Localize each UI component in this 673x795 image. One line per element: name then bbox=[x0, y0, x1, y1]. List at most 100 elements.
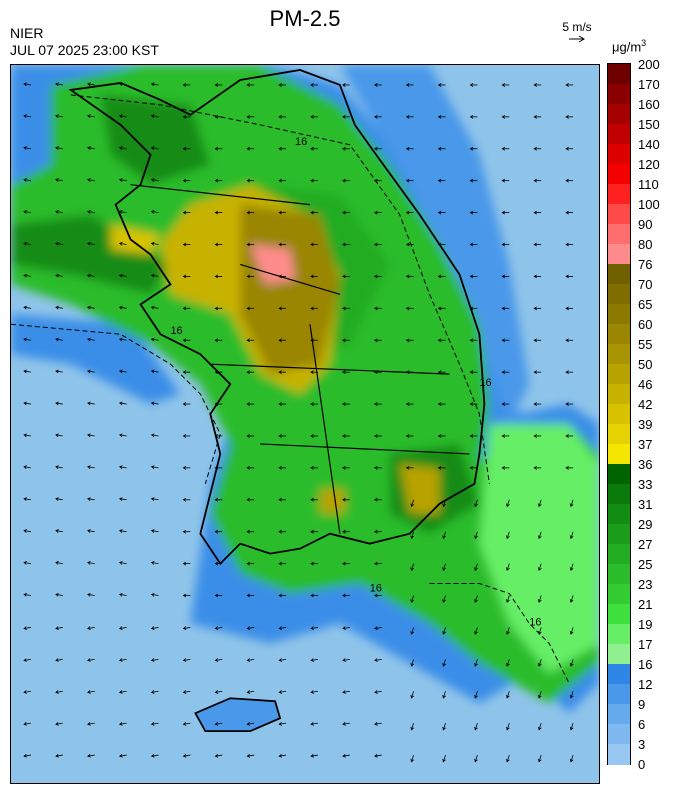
wind-arrow-icon bbox=[183, 722, 191, 725]
wind-arrow-head bbox=[246, 402, 250, 406]
colorbar-tick-label: 76 bbox=[638, 257, 653, 272]
wind-arrow-head bbox=[410, 726, 414, 731]
colorbar-tick-label: 90 bbox=[638, 217, 653, 232]
wind-arrow-head bbox=[405, 465, 410, 470]
wind-arrow-icon bbox=[538, 659, 542, 667]
wind-arrow-icon bbox=[151, 594, 159, 596]
wind-arrow-icon bbox=[506, 499, 510, 507]
wind-arrow-head bbox=[246, 753, 251, 758]
wind-arrow-head bbox=[469, 465, 474, 470]
wind-arrow-icon bbox=[442, 563, 446, 571]
wind-arrow-head bbox=[405, 114, 410, 119]
wind-arrow-head bbox=[310, 626, 314, 631]
wind-arrow-head bbox=[342, 370, 346, 375]
wind-arrow-head bbox=[537, 567, 542, 571]
wind-arrow-head bbox=[310, 178, 314, 183]
wind-arrow-icon bbox=[570, 499, 574, 507]
wind-arrow-head bbox=[442, 694, 446, 699]
wind-arrow-head bbox=[182, 593, 187, 598]
wind-arrow-head bbox=[87, 337, 91, 342]
wind-arrow-head bbox=[469, 210, 474, 215]
unit-exponent: 3 bbox=[641, 38, 647, 48]
wind-arrow-head bbox=[87, 529, 91, 533]
wind-arrow-head bbox=[533, 210, 537, 215]
wind-arrow-head bbox=[246, 690, 251, 694]
wind-arrow-head bbox=[118, 690, 123, 694]
wind-arrow-head bbox=[310, 338, 314, 343]
wind-arrow-head bbox=[342, 722, 346, 726]
wind-arrow-icon bbox=[151, 179, 159, 182]
wind-arrow-head bbox=[310, 722, 314, 726]
wind-arrow-head bbox=[342, 434, 346, 438]
wind-arrow-head bbox=[214, 178, 219, 183]
wind-arrow-head bbox=[373, 146, 378, 151]
wind-arrow-head bbox=[537, 662, 542, 667]
wind-arrow-icon bbox=[215, 690, 223, 693]
colorbar-tick-label: 12 bbox=[638, 677, 653, 692]
wind-arrow-head bbox=[373, 210, 378, 215]
wind-arrow-head bbox=[533, 306, 537, 311]
wind-arrow-head bbox=[118, 273, 123, 278]
colorbar-segment bbox=[608, 64, 630, 85]
wind-arrow-head bbox=[23, 401, 27, 406]
wind-arrow-icon bbox=[119, 115, 127, 118]
wind-arrow-icon bbox=[151, 754, 159, 757]
wind-arrow-icon bbox=[55, 594, 63, 596]
contour-line bbox=[429, 583, 570, 684]
wind-arrow-head bbox=[55, 273, 59, 278]
wind-arrow-icon bbox=[55, 754, 63, 757]
wind-arrow-head bbox=[182, 722, 187, 726]
wind-arrow-head bbox=[246, 658, 251, 662]
wind-arrow-head bbox=[569, 503, 574, 508]
wind-arrow-head bbox=[437, 338, 442, 343]
wind-arrow-icon bbox=[279, 722, 287, 725]
wind-arrow-head bbox=[118, 241, 123, 246]
wind-arrow-head bbox=[23, 114, 27, 118]
wind-arrow-head bbox=[565, 210, 569, 215]
wind-arrow-head bbox=[310, 210, 314, 215]
wind-arrow-head bbox=[442, 535, 446, 540]
wind-arrow-icon bbox=[374, 690, 382, 693]
wind-arrow-icon bbox=[474, 531, 478, 539]
wind-arrow-head bbox=[55, 305, 59, 310]
colorbar-segment bbox=[608, 464, 630, 485]
wind-arrow-head bbox=[373, 274, 378, 279]
wind-arrow-head bbox=[55, 592, 59, 597]
wind-arrow-icon bbox=[23, 370, 31, 373]
wind-arrow-head bbox=[278, 274, 282, 279]
wind-arrow-head bbox=[246, 274, 250, 279]
contour-label: 16 bbox=[170, 325, 182, 337]
wind-arrow-icon bbox=[87, 147, 95, 150]
wind-arrow-icon bbox=[247, 627, 255, 629]
wind-arrow-head bbox=[405, 402, 410, 406]
wind-arrow-head bbox=[118, 753, 123, 758]
colorbar-tick-label: 6 bbox=[638, 717, 646, 732]
wind-arrow-icon bbox=[506, 754, 510, 762]
wind-arrow-head bbox=[501, 370, 506, 375]
wind-arrow-icon bbox=[87, 402, 95, 405]
wind-arrow-icon bbox=[55, 370, 63, 373]
wind-arrow-icon bbox=[215, 658, 223, 661]
wind-arrow-icon bbox=[87, 434, 95, 437]
wind-arrow-head bbox=[55, 465, 59, 470]
wind-arrow-icon bbox=[87, 754, 95, 757]
wind-arrow-icon bbox=[23, 338, 31, 341]
wind-arrow-icon bbox=[506, 627, 510, 635]
wind-arrow-head bbox=[55, 626, 59, 631]
wind-arrow-head bbox=[55, 337, 59, 342]
wind-arrow-icon bbox=[119, 530, 127, 533]
wind-arrow-head bbox=[278, 146, 282, 151]
wind-arrow-icon bbox=[474, 563, 478, 571]
wind-arrow-head bbox=[437, 402, 442, 406]
colorbar-tick-label: 25 bbox=[638, 557, 653, 572]
wind-arrow-icon bbox=[342, 658, 350, 661]
wind-arrow-icon bbox=[442, 531, 446, 539]
wind-arrow-icon bbox=[23, 434, 31, 437]
wind-arrow-icon bbox=[119, 147, 127, 150]
wind-arrow-head bbox=[405, 210, 410, 215]
wind-arrow-head bbox=[150, 753, 155, 758]
wind-arrow-icon bbox=[151, 627, 159, 629]
wind-arrow-head bbox=[118, 722, 123, 726]
colorbar-tick-label: 27 bbox=[638, 537, 653, 552]
wind-arrow-icon bbox=[183, 754, 191, 757]
